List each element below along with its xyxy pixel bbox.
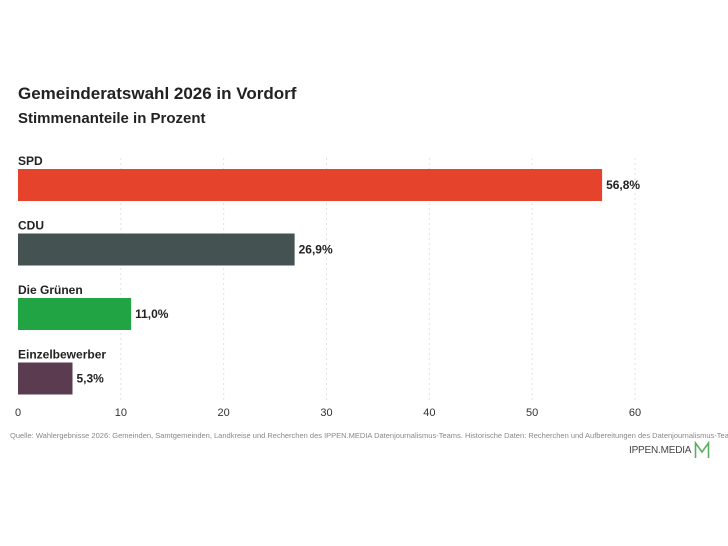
category-label: Einzelbewerber [18,348,106,362]
value-label: 11,0% [135,307,169,321]
category-label: Die Grünen [18,283,83,297]
x-tick-label: 30 [320,407,332,419]
bar-chart: SPD 56,8% CDU 26,9% Die Grünen 11,0% Einzelbew… [15,154,641,419]
x-tick-label: 40 [423,407,435,419]
chart-subtitle: Stimmenanteile in Prozent [18,110,206,127]
bar-1 [18,233,295,266]
bar-2 [18,298,132,330]
logo-text: IPPEN.MEDIA [629,444,692,456]
bar-0 [18,169,603,201]
category-label: SPD [18,154,43,168]
value-label: 56,8% [606,178,640,192]
ippen-media-m-icon [694,441,710,458]
chart-title: Gemeinderatswahl 2026 in Vordorf [18,84,297,103]
publisher-logo: IPPEN.MEDIA [629,441,710,459]
x-tick-label: 60 [629,407,641,419]
x-tick-label: 10 [115,407,127,419]
category-label: CDU [18,219,44,233]
bar-3 [18,362,73,395]
value-label: 5,3% [77,372,105,386]
x-tick-label: 50 [526,407,538,419]
source-note: Quelle: Wahlergebnisse 2026: Gemeinden, … [10,431,728,440]
x-tick-label: 0 [15,407,21,419]
value-label: 26,9% [299,243,333,257]
x-tick-label: 20 [218,407,230,419]
